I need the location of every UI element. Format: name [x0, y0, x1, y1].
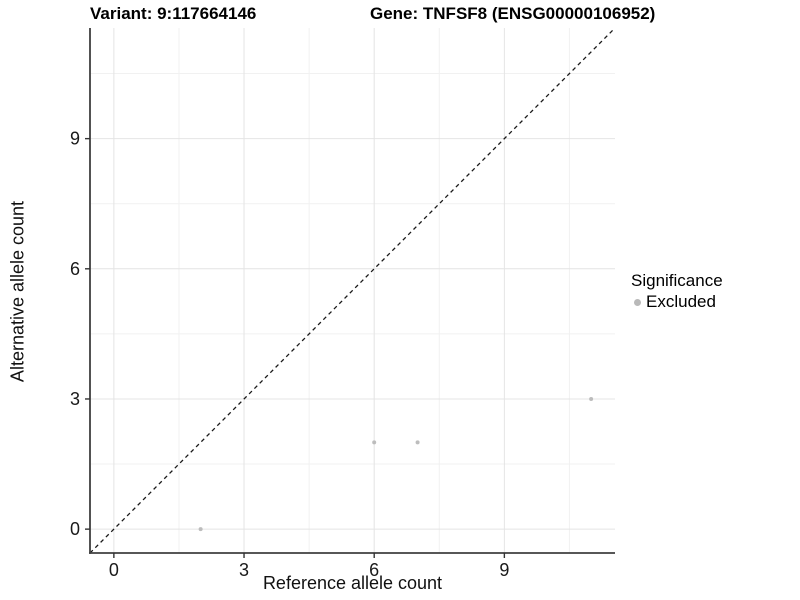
legend: Significance Excluded	[631, 271, 723, 312]
y-tick-label: 3	[70, 389, 80, 409]
legend-item-excluded: Excluded	[631, 292, 723, 312]
x-tick-label: 9	[499, 560, 509, 580]
y-axis-title: Alternative allele count	[7, 200, 28, 383]
data-point	[198, 527, 203, 532]
y-tick-label: 9	[70, 129, 80, 149]
x-tick-label: 6	[369, 560, 379, 580]
x-axis-title: Reference allele count	[262, 573, 443, 593]
legend-title: Significance	[631, 271, 723, 290]
x-tick-label: 0	[109, 560, 119, 580]
variant-title: Variant: 9:117664146	[90, 4, 257, 23]
gene-title: Gene: TNFSF8 (ENSG00000106952)	[370, 4, 656, 23]
data-point	[415, 440, 420, 445]
y-tick-label: 6	[70, 259, 80, 279]
data-point	[372, 440, 377, 445]
excluded-point-icon	[634, 298, 641, 306]
identity-line	[89, 27, 616, 554]
legend-item-label: Excluded	[646, 292, 716, 311]
y-tick-label: 0	[70, 519, 80, 539]
data-point	[589, 396, 594, 401]
x-tick-label: 3	[239, 560, 249, 580]
